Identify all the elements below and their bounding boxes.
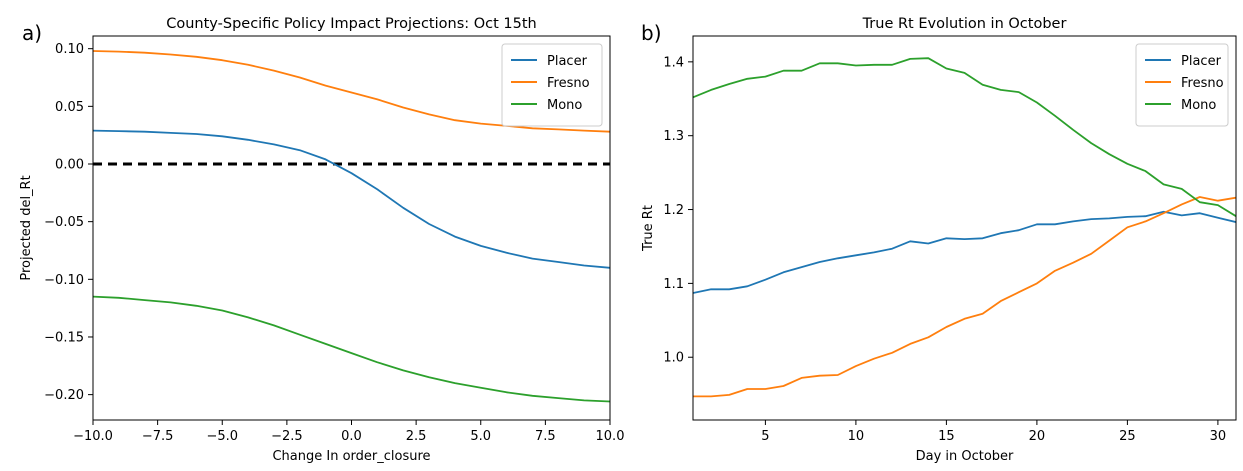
x-tick-label: 0.0 xyxy=(341,429,362,444)
legend-label-placer: Placer xyxy=(1181,54,1222,69)
x-axis-label: Change In order_closure xyxy=(272,449,430,464)
x-tick-label: 10.0 xyxy=(596,429,625,444)
series-line-placer xyxy=(693,210,1236,294)
chart-title: True Rt Evolution in October xyxy=(862,16,1067,32)
legend: Placer Fresno Mono xyxy=(501,43,603,127)
x-tick-label: −5.0 xyxy=(206,429,238,444)
x-tick-label: 5 xyxy=(761,429,769,444)
x-tick-label: 20 xyxy=(1029,429,1046,444)
plot-frame xyxy=(692,35,1237,421)
legend-label-placer: Placer xyxy=(547,54,588,69)
x-tick-label: 5.0 xyxy=(470,429,491,444)
y-tick-label: 1.4 xyxy=(663,55,684,70)
x-tick-label: 10 xyxy=(848,429,865,444)
x-tick-label: 15 xyxy=(938,429,955,444)
y-tick-label: −0.10 xyxy=(44,273,84,288)
series-line-fresno xyxy=(693,196,1236,398)
x-tick-label: −10.0 xyxy=(73,429,113,444)
y-tick-label: 1.3 xyxy=(663,129,684,144)
chart-title: County-Specific Policy Impact Projection… xyxy=(166,16,537,32)
series-line-placer xyxy=(93,129,610,269)
x-tick-label: −2.5 xyxy=(271,429,303,444)
x-tick-label: 2.5 xyxy=(406,429,427,444)
panel-b: b) True Rt Evolution in October 5 10 15 20 25 3… xyxy=(641,16,1237,464)
x-tick-label: 25 xyxy=(1119,429,1136,444)
legend-box xyxy=(1135,43,1229,127)
legend-box xyxy=(501,43,603,127)
x-tick-label: −7.5 xyxy=(142,429,174,444)
panel-label: a) xyxy=(22,21,42,45)
y-axis-label: Projected del_Rt xyxy=(19,175,34,280)
y-tick-label: −0.05 xyxy=(44,215,84,230)
y-tick-label: 0.10 xyxy=(55,42,84,57)
y-tick-label: −0.15 xyxy=(44,330,84,345)
x-tick-label: 30 xyxy=(1210,429,1227,444)
series-line-fresno xyxy=(93,50,610,133)
y-tick-label: 0.00 xyxy=(55,158,84,173)
legend: Placer Fresno Mono xyxy=(1135,43,1229,127)
y-tick-label: 1.2 xyxy=(663,203,684,218)
panel-label: b) xyxy=(641,21,662,45)
legend-label-fresno: Fresno xyxy=(547,76,590,91)
x-axis-label: Day in October xyxy=(916,449,1014,464)
y-tick-label: −0.20 xyxy=(44,388,84,403)
y-tick-label: 1.1 xyxy=(663,277,684,292)
y-tick-label: 0.05 xyxy=(55,100,84,115)
series-line-mono xyxy=(693,57,1236,217)
y-tick-label: 1.0 xyxy=(663,351,684,366)
y-axis-label: True Rt xyxy=(641,205,656,252)
legend-label-mono: Mono xyxy=(1181,98,1216,113)
legend-label-mono: Mono xyxy=(547,98,582,113)
series-line-mono xyxy=(93,295,610,403)
panel-a: a) County-Specific Policy Impact Projecti… xyxy=(19,16,624,464)
x-tick-label: 7.5 xyxy=(535,429,556,444)
legend-label-fresno: Fresno xyxy=(1181,76,1224,91)
